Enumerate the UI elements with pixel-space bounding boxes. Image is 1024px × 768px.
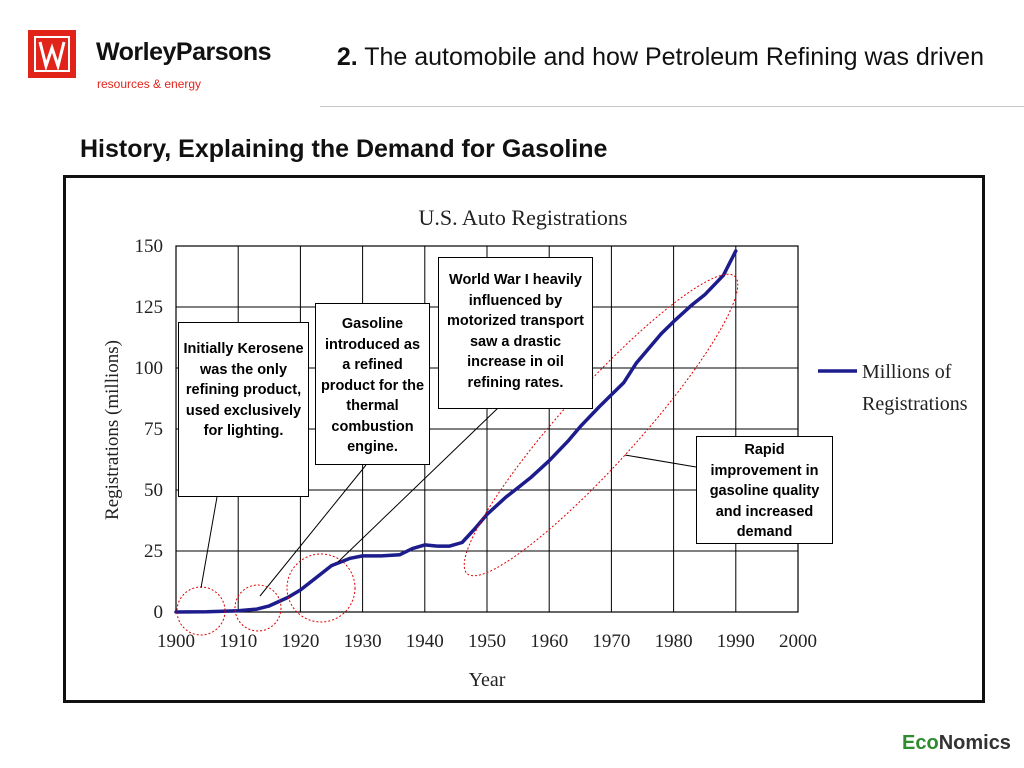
annotation-circle-1913: [234, 584, 282, 632]
slide-number: 2.: [336, 43, 358, 71]
x-tick-label: 1990: [717, 631, 755, 652]
y-tick-label: 25: [144, 541, 163, 562]
x-tick-label: 1920: [281, 631, 319, 652]
slide-title: 2. The automobile and how Petroleum Refi…: [284, 40, 984, 74]
header-divider: [320, 106, 1024, 107]
x-tick-label: 1940: [406, 631, 444, 652]
annotation-ellipse-1950-1985: [463, 273, 739, 577]
worleyparsons-logo: [28, 30, 76, 78]
annotation-circle-1925: [286, 553, 356, 623]
section-heading: History, Explaining the Demand for Gasol…: [80, 135, 608, 163]
x-tick-label: 1970: [592, 631, 630, 652]
chart-title: U.S. Auto Registrations: [418, 205, 627, 230]
series-line-registrations: [174, 249, 738, 614]
x-axis-label: Year: [469, 669, 506, 691]
x-tick-label: 1900: [157, 631, 195, 652]
econnomics-logo: EcoNomics: [902, 732, 1011, 755]
x-tick-label: 1910: [219, 631, 257, 652]
y-tick-label: 150: [135, 236, 164, 257]
leader-line-gasoline: [259, 464, 367, 597]
x-tick-label: 1960: [530, 631, 568, 652]
leader-line-wwi: [337, 407, 499, 563]
callout-wwi: World War I heavily influenced by motori…: [438, 257, 593, 409]
leader-line-kerosene: [200, 496, 218, 589]
brand-tagline: resources & energy: [97, 77, 202, 91]
y-tick-label: 50: [144, 480, 163, 501]
y-tick-label: 75: [144, 419, 163, 440]
callout-gasoline: Gasoline introduced as a refined product…: [315, 303, 430, 465]
y-tick-label: 100: [135, 358, 164, 379]
leader-line-rapid: [624, 454, 697, 468]
y-axis-label: Registrations (millions): [102, 340, 123, 520]
x-tick-label: 1980: [655, 631, 693, 652]
legend-label: Millions of Registrations: [862, 361, 968, 415]
brand-name: WorleyParsons: [96, 38, 272, 66]
x-tick-label: 1950: [468, 631, 506, 652]
slide-title-text: The automobile and how Petroleum Refinin…: [364, 43, 984, 71]
y-tick-label: 0: [154, 602, 164, 623]
footer-nomics: Nomics: [938, 732, 1011, 754]
x-tick-label: 1930: [344, 631, 382, 652]
x-tick-label: 2000: [779, 631, 817, 652]
y-tick-label: 125: [135, 297, 164, 318]
callout-kerosene: Initially Kerosene was the only refining…: [178, 322, 309, 497]
callout-rapid: Rapid improvement in gasoline quality an…: [696, 436, 833, 544]
chart-ticks: 1900 1910 1920 1930 1940 1950 1960 1970 1980 1990…: [135, 236, 818, 652]
footer-eco: Eco: [902, 732, 939, 754]
